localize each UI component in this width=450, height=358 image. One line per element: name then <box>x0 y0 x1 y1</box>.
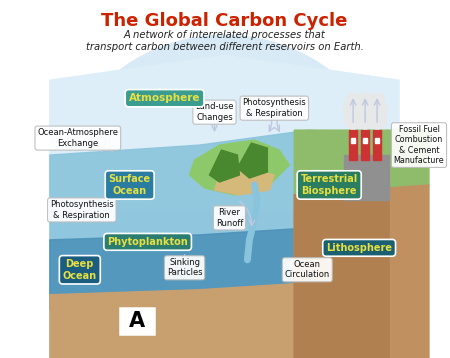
Polygon shape <box>50 283 389 358</box>
Bar <box>373 130 381 160</box>
Text: Lithosphere: Lithosphere <box>326 243 392 253</box>
Text: Sinking
Particles: Sinking Particles <box>167 258 202 277</box>
Text: Surface
Ocean: Surface Ocean <box>108 174 151 196</box>
Polygon shape <box>294 185 429 358</box>
Bar <box>361 130 369 160</box>
Bar <box>344 155 389 200</box>
Polygon shape <box>294 130 429 195</box>
Circle shape <box>356 111 374 129</box>
Text: Deep
Ocean: Deep Ocean <box>63 259 97 281</box>
Text: Ocean-Atmosphere
Exchange: Ocean-Atmosphere Exchange <box>37 129 118 148</box>
Text: Ocean
Circulation: Ocean Circulation <box>285 260 330 280</box>
Circle shape <box>50 35 399 358</box>
Circle shape <box>355 100 375 120</box>
Circle shape <box>357 93 373 109</box>
Bar <box>363 138 367 143</box>
Text: A: A <box>129 311 145 331</box>
Circle shape <box>345 93 361 109</box>
Text: Fossil Fuel
Combustion
& Cement
Manufacture: Fossil Fuel Combustion & Cement Manufact… <box>394 125 444 165</box>
Polygon shape <box>50 130 389 310</box>
Text: The Global Carbon Cycle: The Global Carbon Cycle <box>101 13 348 30</box>
Text: River
Runoff: River Runoff <box>216 208 243 228</box>
Circle shape <box>369 93 385 109</box>
Polygon shape <box>189 140 289 195</box>
Circle shape <box>344 111 362 129</box>
Text: transport carbon between different reservoirs on Earth.: transport carbon between different reser… <box>86 42 364 52</box>
Bar <box>349 130 357 160</box>
Text: Atmosphere: Atmosphere <box>129 93 200 103</box>
Polygon shape <box>210 150 239 182</box>
Circle shape <box>367 100 387 120</box>
Polygon shape <box>294 187 389 358</box>
Polygon shape <box>50 228 389 310</box>
Polygon shape <box>238 143 267 178</box>
Text: Phytoplankton: Phytoplankton <box>107 237 188 247</box>
Text: A network of interrelated processes that: A network of interrelated processes that <box>124 30 325 40</box>
Bar <box>120 308 153 334</box>
Bar <box>351 138 355 143</box>
Circle shape <box>368 111 386 129</box>
Polygon shape <box>50 55 399 210</box>
Circle shape <box>343 100 363 120</box>
Polygon shape <box>215 168 274 195</box>
Text: Photosynthesis
& Respiration: Photosynthesis & Respiration <box>243 98 306 118</box>
Text: Photosynthesis
& Respiration: Photosynthesis & Respiration <box>50 200 114 219</box>
Bar <box>375 138 379 143</box>
Text: Terrestrial
Biosphere: Terrestrial Biosphere <box>301 174 358 196</box>
Text: Land-use
Changes: Land-use Changes <box>195 102 234 122</box>
